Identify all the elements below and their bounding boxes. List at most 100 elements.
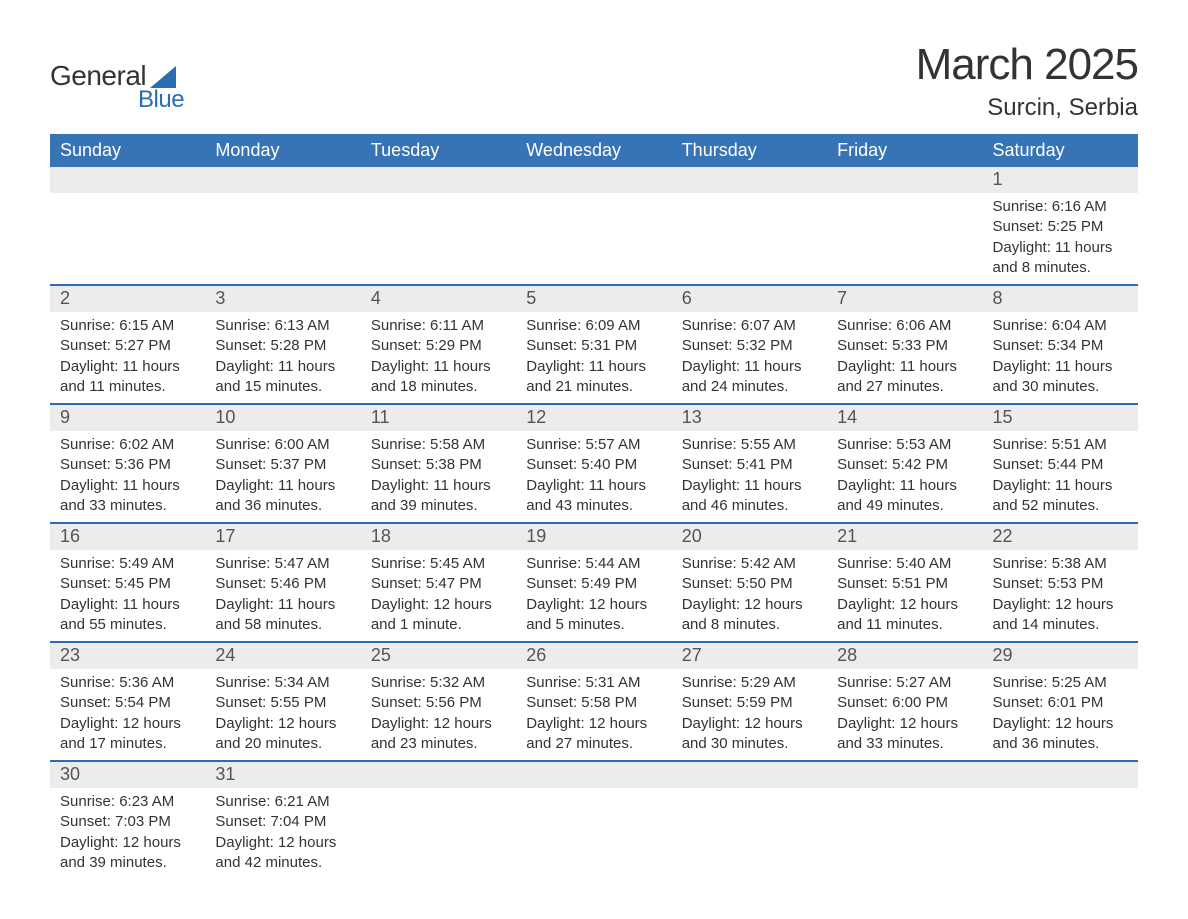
page-header: General Blue March 2025 Surcin, Serbia: [50, 40, 1138, 122]
day-details: Sunrise: 5:36 AMSunset: 5:54 PMDaylight:…: [50, 669, 205, 760]
day-number: [361, 762, 516, 788]
day-detail-line: Daylight: 11 hours: [993, 238, 1128, 258]
day-detail-line: Daylight: 12 hours: [526, 714, 661, 734]
day-detail-line: Daylight: 12 hours: [993, 595, 1128, 615]
day-detail-line: Sunrise: 6:13 AM: [215, 316, 350, 336]
day-detail-line: Sunset: 5:27 PM: [60, 336, 195, 356]
day-number: 21: [827, 524, 982, 550]
day-detail-line: Sunset: 5:36 PM: [60, 455, 195, 475]
day-details: Sunrise: 5:51 AMSunset: 5:44 PMDaylight:…: [983, 431, 1138, 522]
day-detail-line: and 20 minutes.: [215, 734, 350, 754]
day-detail-line: Daylight: 12 hours: [60, 714, 195, 734]
day-details: Sunrise: 5:38 AMSunset: 5:53 PMDaylight:…: [983, 550, 1138, 641]
day-details: Sunrise: 5:53 AMSunset: 5:42 PMDaylight:…: [827, 431, 982, 522]
day-header-friday: Friday: [827, 134, 982, 167]
day-detail-line: and 36 minutes.: [993, 734, 1128, 754]
calendar-cell: 21Sunrise: 5:40 AMSunset: 5:51 PMDayligh…: [827, 523, 982, 642]
day-details: Sunrise: 6:13 AMSunset: 5:28 PMDaylight:…: [205, 312, 360, 403]
day-detail-line: and 52 minutes.: [993, 496, 1128, 516]
day-detail-line: and 30 minutes.: [993, 377, 1128, 397]
day-number: 19: [516, 524, 671, 550]
day-detail-line: Daylight: 11 hours: [371, 476, 506, 496]
calendar-cell: 19Sunrise: 5:44 AMSunset: 5:49 PMDayligh…: [516, 523, 671, 642]
day-number: 12: [516, 405, 671, 431]
day-detail-line: Daylight: 11 hours: [993, 476, 1128, 496]
day-detail-line: Sunrise: 6:06 AM: [837, 316, 972, 336]
day-details: [205, 193, 360, 281]
day-detail-line: Sunrise: 5:53 AM: [837, 435, 972, 455]
day-detail-line: Sunrise: 5:32 AM: [371, 673, 506, 693]
day-detail-line: Daylight: 11 hours: [215, 357, 350, 377]
day-detail-line: and 36 minutes.: [215, 496, 350, 516]
calendar-cell: 7Sunrise: 6:06 AMSunset: 5:33 PMDaylight…: [827, 285, 982, 404]
day-detail-line: Sunrise: 5:31 AM: [526, 673, 661, 693]
title-block: March 2025 Surcin, Serbia: [916, 40, 1138, 122]
day-number: 28: [827, 643, 982, 669]
day-details: Sunrise: 6:02 AMSunset: 5:36 PMDaylight:…: [50, 431, 205, 522]
day-details: Sunrise: 5:45 AMSunset: 5:47 PMDaylight:…: [361, 550, 516, 641]
calendar-cell: 20Sunrise: 5:42 AMSunset: 5:50 PMDayligh…: [672, 523, 827, 642]
day-detail-line: Sunset: 5:46 PM: [215, 574, 350, 594]
day-number: 13: [672, 405, 827, 431]
day-detail-line: and 18 minutes.: [371, 377, 506, 397]
day-detail-line: and 46 minutes.: [682, 496, 817, 516]
day-detail-line: Sunset: 5:50 PM: [682, 574, 817, 594]
day-detail-line: Sunset: 5:34 PM: [993, 336, 1128, 356]
day-detail-line: Daylight: 11 hours: [993, 357, 1128, 377]
day-detail-line: and 24 minutes.: [682, 377, 817, 397]
calendar-cell: 15Sunrise: 5:51 AMSunset: 5:44 PMDayligh…: [983, 404, 1138, 523]
day-detail-line: Sunrise: 5:47 AM: [215, 554, 350, 574]
day-detail-line: Daylight: 12 hours: [837, 595, 972, 615]
day-detail-line: Sunset: 5:31 PM: [526, 336, 661, 356]
day-details: [516, 193, 671, 281]
day-detail-line: Sunrise: 6:11 AM: [371, 316, 506, 336]
calendar-cell: 2Sunrise: 6:15 AMSunset: 5:27 PMDaylight…: [50, 285, 205, 404]
calendar-cell: 18Sunrise: 5:45 AMSunset: 5:47 PMDayligh…: [361, 523, 516, 642]
day-detail-line: Sunrise: 5:57 AM: [526, 435, 661, 455]
calendar-body: 1Sunrise: 6:16 AMSunset: 5:25 PMDaylight…: [50, 167, 1138, 879]
day-detail-line: Daylight: 11 hours: [60, 476, 195, 496]
calendar-cell: 8Sunrise: 6:04 AMSunset: 5:34 PMDaylight…: [983, 285, 1138, 404]
day-number: [205, 167, 360, 193]
day-detail-line: Sunrise: 5:29 AM: [682, 673, 817, 693]
day-detail-line: Sunset: 5:53 PM: [993, 574, 1128, 594]
day-detail-line: Sunset: 5:44 PM: [993, 455, 1128, 475]
day-number: [827, 167, 982, 193]
calendar-cell: [361, 167, 516, 285]
day-details: [361, 788, 516, 876]
day-detail-line: Sunrise: 6:15 AM: [60, 316, 195, 336]
day-number: 10: [205, 405, 360, 431]
day-number: 7: [827, 286, 982, 312]
calendar-cell: 9Sunrise: 6:02 AMSunset: 5:36 PMDaylight…: [50, 404, 205, 523]
day-detail-line: and 43 minutes.: [526, 496, 661, 516]
day-detail-line: Daylight: 12 hours: [682, 714, 817, 734]
day-detail-line: Sunset: 5:28 PM: [215, 336, 350, 356]
day-number: 9: [50, 405, 205, 431]
day-number: 18: [361, 524, 516, 550]
day-detail-line: Daylight: 11 hours: [837, 357, 972, 377]
day-detail-line: Daylight: 11 hours: [682, 357, 817, 377]
day-detail-line: Sunrise: 5:51 AM: [993, 435, 1128, 455]
day-details: Sunrise: 6:23 AMSunset: 7:03 PMDaylight:…: [50, 788, 205, 879]
day-number: 29: [983, 643, 1138, 669]
day-detail-line: Sunset: 5:29 PM: [371, 336, 506, 356]
day-header-sunday: Sunday: [50, 134, 205, 167]
day-detail-line: and 1 minute.: [371, 615, 506, 635]
day-detail-line: Sunrise: 5:25 AM: [993, 673, 1128, 693]
day-details: Sunrise: 6:00 AMSunset: 5:37 PMDaylight:…: [205, 431, 360, 522]
day-number: [516, 167, 671, 193]
day-detail-line: and 11 minutes.: [60, 377, 195, 397]
day-detail-line: Sunrise: 6:02 AM: [60, 435, 195, 455]
day-details: Sunrise: 6:16 AMSunset: 5:25 PMDaylight:…: [983, 193, 1138, 284]
day-number: 27: [672, 643, 827, 669]
day-detail-line: Daylight: 12 hours: [837, 714, 972, 734]
day-details: Sunrise: 5:57 AMSunset: 5:40 PMDaylight:…: [516, 431, 671, 522]
calendar-cell: [672, 167, 827, 285]
day-number: [50, 167, 205, 193]
day-details: Sunrise: 5:25 AMSunset: 6:01 PMDaylight:…: [983, 669, 1138, 760]
day-number: 3: [205, 286, 360, 312]
day-detail-line: and 55 minutes.: [60, 615, 195, 635]
day-detail-line: Sunset: 5:41 PM: [682, 455, 817, 475]
month-title: March 2025: [916, 40, 1138, 90]
day-details: [672, 193, 827, 281]
